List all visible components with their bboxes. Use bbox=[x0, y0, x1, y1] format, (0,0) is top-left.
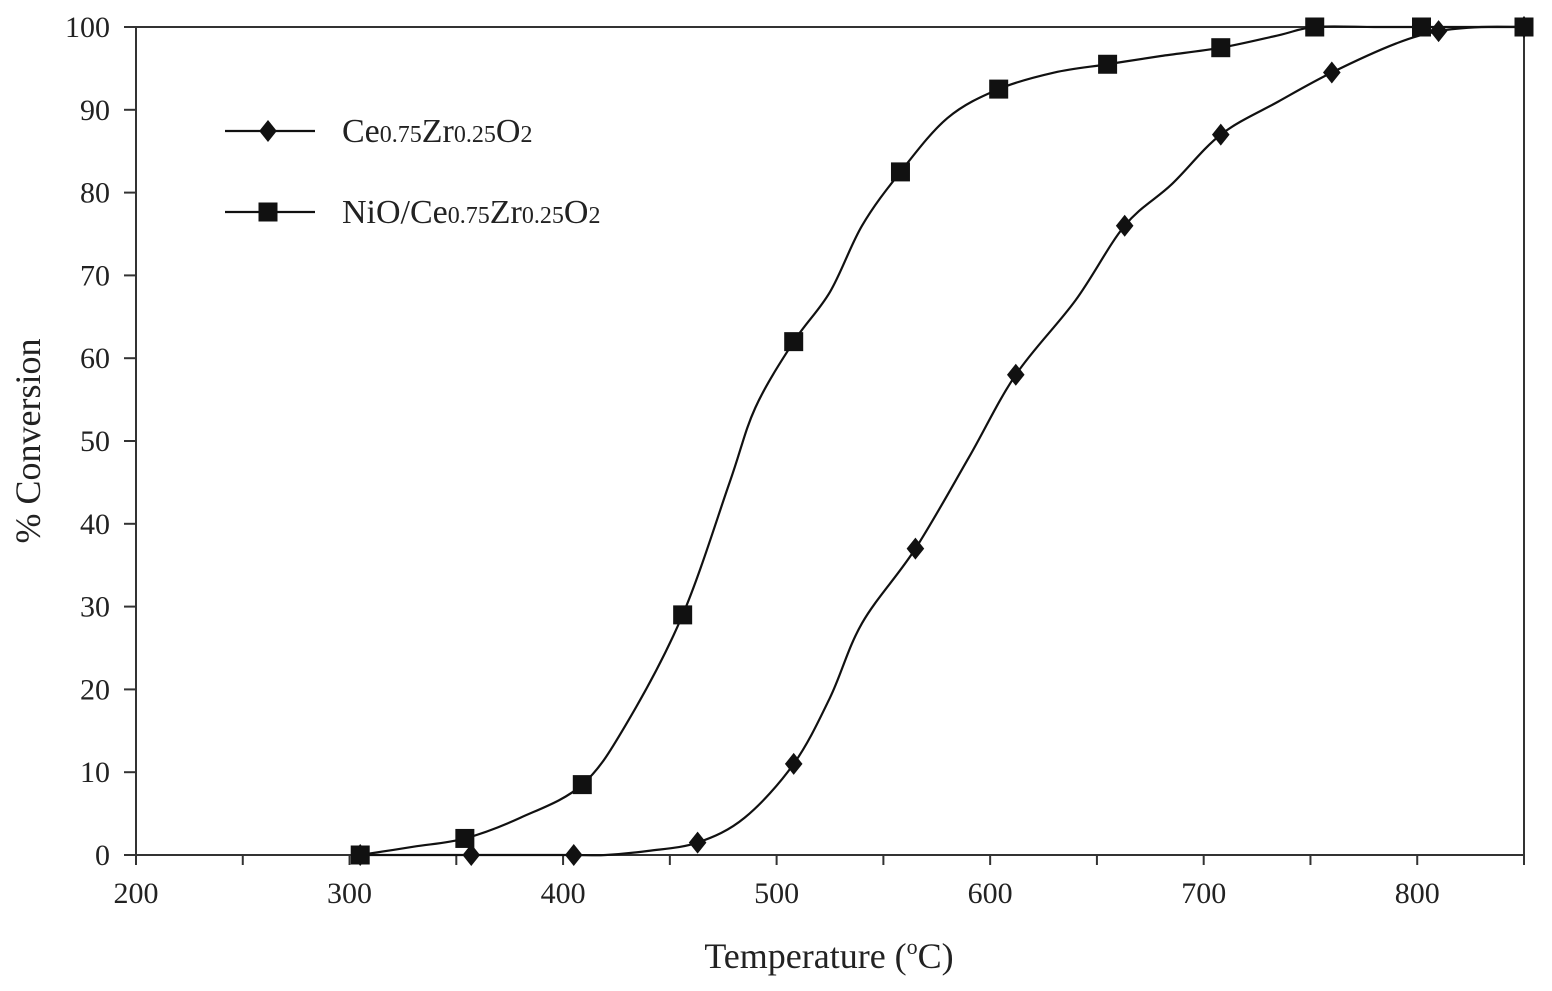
legend-label-part: Zr bbox=[422, 113, 455, 150]
x-tick-label: 300 bbox=[327, 877, 372, 910]
diamond-marker bbox=[564, 844, 583, 866]
legend-label-part: O bbox=[496, 113, 521, 150]
x-tick-label: 800 bbox=[1395, 877, 1440, 910]
x-axis-title-main: Temperature ( bbox=[704, 936, 906, 976]
legend-label-subscript: 0.75 bbox=[448, 203, 490, 229]
x-tick-label: 200 bbox=[114, 877, 159, 910]
legend-label-subscript: 0.75 bbox=[380, 122, 422, 148]
diamond-marker bbox=[1006, 363, 1025, 386]
diamond-marker bbox=[1323, 61, 1341, 84]
legend-label: NiO/Ce0.75Zr0.25O2 bbox=[342, 194, 600, 231]
diamond-marker bbox=[906, 537, 925, 560]
square-marker bbox=[572, 775, 592, 795]
square-marker bbox=[784, 332, 804, 352]
legend-square-marker bbox=[258, 202, 278, 222]
x-tick-label: 600 bbox=[968, 877, 1013, 910]
square-marker bbox=[890, 162, 910, 182]
legend-item-2: NiO/Ce0.75Zr0.25O2 bbox=[225, 194, 600, 231]
y-axis-title: % Conversion bbox=[8, 339, 48, 544]
legend-label-subscript: 2 bbox=[588, 203, 600, 229]
x-axis-title-end: C) bbox=[918, 936, 954, 976]
legend-label-part: Zr bbox=[490, 194, 523, 231]
x-tick-label: 400 bbox=[541, 877, 586, 910]
square-marker bbox=[455, 828, 475, 848]
y-tick-label: 100 bbox=[65, 11, 110, 44]
square-marker bbox=[673, 605, 693, 625]
y-axis-ticks: 0 10 20 30 40 50 60 70 80 90 100 bbox=[65, 11, 136, 872]
diamond-marker bbox=[1211, 123, 1230, 146]
series-layer bbox=[350, 16, 1534, 866]
legend-label-subscript: 0.25 bbox=[454, 122, 496, 148]
x-tick-label: 500 bbox=[754, 877, 799, 910]
y-tick-label: 80 bbox=[80, 177, 110, 210]
diamond-marker bbox=[1429, 20, 1448, 43]
legend-label-subscript: 0.25 bbox=[522, 203, 564, 229]
legend-label: Ce0.75Zr0.25O2 bbox=[342, 113, 532, 150]
square-marker bbox=[1098, 54, 1118, 74]
square-marker bbox=[350, 845, 370, 865]
y-tick-label: 70 bbox=[80, 259, 110, 292]
legend-diamond-marker bbox=[259, 120, 277, 142]
series-2 bbox=[350, 17, 1534, 865]
legend-label-part: NiO/Ce bbox=[342, 194, 448, 231]
legend-label-subscript: 2 bbox=[520, 122, 532, 148]
series-line bbox=[360, 25, 1524, 857]
y-tick-label: 90 bbox=[80, 94, 110, 127]
square-marker bbox=[1211, 38, 1231, 58]
series-1 bbox=[351, 16, 1533, 866]
square-marker bbox=[1514, 17, 1534, 37]
square-marker bbox=[989, 79, 1009, 99]
y-tick-label: 10 bbox=[80, 756, 110, 789]
x-tick-label: 700 bbox=[1181, 877, 1226, 910]
legend-label-part: O bbox=[564, 194, 589, 231]
series-line bbox=[360, 25, 1525, 857]
diamond-marker bbox=[784, 752, 803, 775]
diamond-marker bbox=[1115, 214, 1134, 237]
y-tick-label: 60 bbox=[80, 342, 110, 375]
y-tick-label: 50 bbox=[80, 425, 110, 458]
plot-border bbox=[135, 26, 1525, 856]
y-tick-label: 20 bbox=[80, 673, 110, 706]
y-tick-label: 0 bbox=[95, 839, 110, 872]
y-tick-label: 30 bbox=[80, 591, 110, 624]
x-axis-title: Temperature (oC) bbox=[704, 934, 953, 976]
diamond-marker bbox=[462, 844, 481, 866]
x-axis-ticks: 200 300 400 500 600 700 800 bbox=[114, 855, 1525, 910]
square-marker bbox=[1305, 17, 1325, 37]
square-marker bbox=[1412, 17, 1432, 37]
y-tick-label: 40 bbox=[80, 508, 110, 541]
legend-label-part: Ce bbox=[342, 113, 380, 150]
plot-frame bbox=[135, 26, 1525, 856]
diamond-marker bbox=[688, 831, 707, 854]
x-axis-title-superscript: o bbox=[907, 934, 918, 959]
legend-item-1: Ce0.75Zr0.25O2 bbox=[225, 113, 532, 150]
